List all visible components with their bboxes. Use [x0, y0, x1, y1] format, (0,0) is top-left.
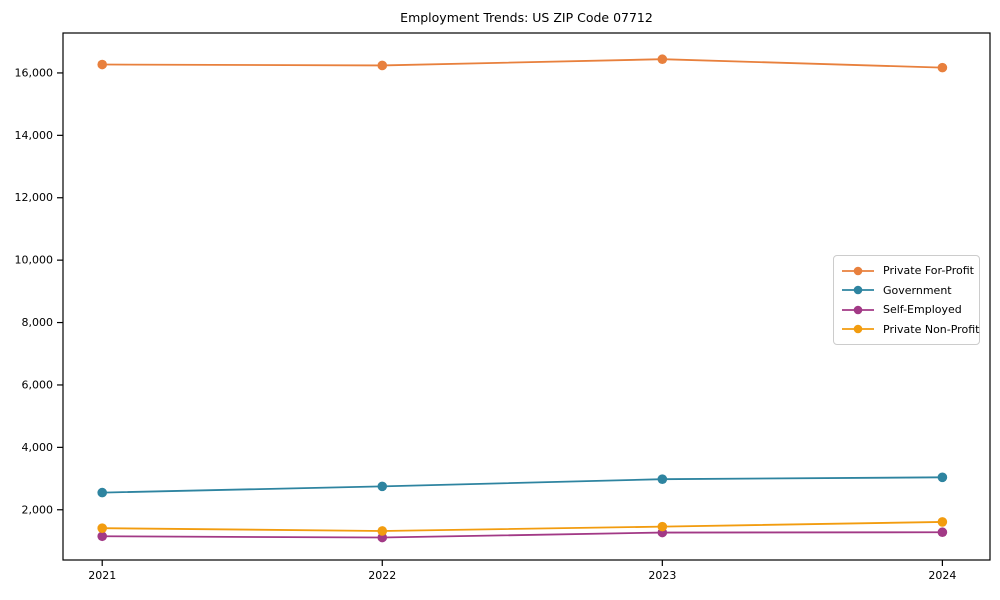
data-point-government: [937, 472, 948, 483]
x-tick-label: 2021: [88, 569, 116, 582]
data-point-private-for-profit: [657, 54, 668, 65]
data-point-government: [377, 481, 388, 492]
series-line-self-employed: [102, 531, 943, 539]
legend-item: Government: [841, 281, 972, 301]
x-tick-label: 2022: [368, 569, 396, 582]
y-tick-label: 12,000: [15, 191, 54, 204]
data-point-government: [657, 474, 668, 484]
legend-marker-icon: [842, 266, 874, 276]
plot-frame: [62, 32, 991, 561]
x-tick-label: 2024: [928, 569, 956, 582]
data-point-government: [97, 487, 108, 498]
legend-label: Private For-Profit: [883, 264, 974, 278]
y-tick-label: 10,000: [15, 254, 54, 267]
y-tick-label: 2,000: [22, 503, 54, 516]
data-point-private-for-profit: [97, 59, 108, 70]
legend-label: Self-Employed: [883, 303, 962, 317]
legend-marker-icon: [842, 285, 874, 295]
series-line-private-for-profit: [102, 58, 943, 69]
data-point-self-employed: [97, 531, 108, 542]
legend-item: Private Non-Profit: [841, 320, 979, 340]
series-line-private-non-profit: [102, 521, 943, 532]
legend-dot: [853, 324, 863, 334]
data-point-private-non-profit: [657, 521, 668, 532]
x-tick-label: 2023: [648, 569, 676, 582]
legend-dot: [853, 266, 863, 276]
chart-title: Employment Trends: US ZIP Code 07712: [400, 10, 653, 25]
legend-dot: [853, 305, 863, 315]
legend-marker-icon: [842, 305, 874, 315]
series-line-government: [102, 476, 943, 494]
legend-dot: [853, 285, 863, 295]
data-point-self-employed: [937, 527, 948, 538]
data-point-private-non-profit: [937, 517, 948, 527]
data-point-private-for-profit: [937, 62, 948, 73]
legend-item: Self-Employed: [841, 300, 972, 320]
y-tick-label: 16,000: [15, 66, 54, 79]
legend-marker-icon: [842, 324, 874, 334]
y-tick-label: 8,000: [22, 316, 54, 329]
legend: Private For-Profit Government Self-Employe…: [833, 255, 980, 345]
data-point-private-non-profit: [377, 526, 388, 536]
legend-label: Private Non-Profit: [883, 322, 980, 336]
y-tick-label: 14,000: [15, 129, 54, 142]
y-tick-label: 6,000: [22, 378, 54, 391]
legend-label: Government: [883, 283, 952, 297]
y-tick-label: 4,000: [22, 441, 54, 454]
data-point-private-for-profit: [377, 60, 388, 71]
data-point-private-non-profit: [97, 523, 108, 533]
legend-item: Private For-Profit: [841, 261, 974, 281]
